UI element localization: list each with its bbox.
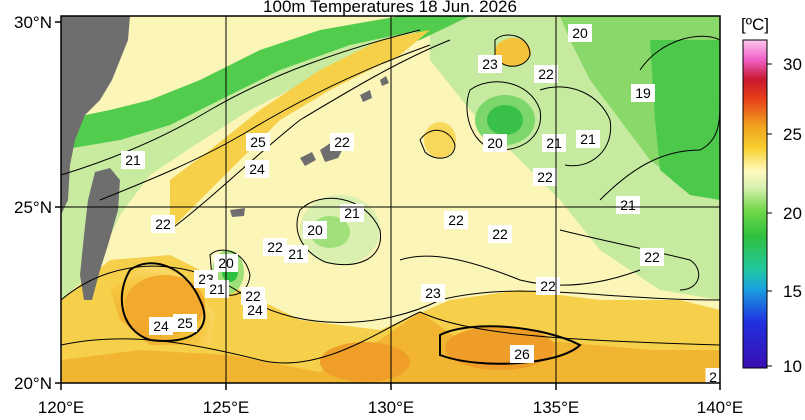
svg-text:24: 24 bbox=[249, 161, 265, 177]
colorbar-tick-15: 15 bbox=[783, 282, 802, 301]
svg-text:23: 23 bbox=[482, 56, 498, 72]
contour-label: 21 bbox=[284, 245, 308, 263]
contour-label: 21 bbox=[205, 280, 229, 298]
contour-label: 23 bbox=[478, 55, 502, 73]
svg-text:21: 21 bbox=[288, 246, 304, 262]
contour-label: 22 bbox=[263, 238, 287, 256]
svg-text:21: 21 bbox=[344, 205, 360, 221]
tick-marks bbox=[55, 21, 721, 390]
svg-text:22: 22 bbox=[538, 66, 554, 82]
map-title: 100m Temperatures 18 Jun. 2026 bbox=[263, 0, 517, 16]
y-tick-20n: 20°N bbox=[14, 374, 52, 393]
contour-label: 22 bbox=[444, 211, 468, 229]
contour-label: 22 bbox=[330, 133, 354, 151]
contour-label: 25 bbox=[173, 314, 197, 332]
contour-label: 21 bbox=[542, 134, 566, 152]
svg-text:21: 21 bbox=[620, 197, 636, 213]
contour-label: 19 bbox=[631, 84, 655, 102]
x-tick-140e: 140°E bbox=[697, 398, 744, 417]
x-tick-120e: 120°E bbox=[38, 398, 85, 417]
svg-text:22: 22 bbox=[537, 169, 553, 185]
svg-text:22: 22 bbox=[334, 134, 350, 150]
china-coast bbox=[61, 16, 130, 215]
contour-label: 22 bbox=[536, 277, 560, 295]
contour-label: 21 bbox=[616, 196, 640, 214]
x-tick-125e: 125°E bbox=[203, 398, 250, 417]
svg-text:20: 20 bbox=[307, 222, 323, 238]
contour-label: 24 bbox=[243, 301, 267, 319]
svg-text:24: 24 bbox=[247, 302, 263, 318]
svg-text:25: 25 bbox=[250, 134, 266, 150]
svg-text:21: 21 bbox=[209, 281, 225, 297]
colorbar: [ºC] 30 25 20 15 10 bbox=[741, 15, 802, 376]
y-tick-25n: 25°N bbox=[14, 198, 52, 217]
taiwan-island bbox=[80, 168, 120, 300]
contour-label: 25 bbox=[246, 133, 270, 151]
svg-text:20: 20 bbox=[487, 135, 503, 151]
svg-text:22: 22 bbox=[155, 216, 171, 232]
svg-text:22: 22 bbox=[492, 226, 508, 242]
x-tick-130e: 130°E bbox=[368, 398, 415, 417]
contour-label: 24 bbox=[245, 160, 269, 178]
colorbar-tick-30: 30 bbox=[783, 55, 802, 74]
contour-label: 23 bbox=[421, 284, 445, 302]
contour-label: 22 bbox=[151, 215, 175, 233]
contour-label: 22 bbox=[241, 287, 265, 305]
x-tick-135e: 135°E bbox=[533, 398, 580, 417]
contour-label: 22 bbox=[534, 65, 558, 83]
contour-label: 20 bbox=[483, 134, 507, 152]
colorbar-unit: [ºC] bbox=[741, 15, 769, 34]
contour-label: 21 bbox=[340, 204, 364, 222]
svg-text:21: 21 bbox=[546, 135, 562, 151]
contour-label: 21 bbox=[576, 130, 600, 148]
y-tick-30n: 30°N bbox=[14, 13, 52, 32]
svg-text:21: 21 bbox=[125, 152, 141, 168]
svg-text:19: 19 bbox=[635, 85, 651, 101]
svg-text:22: 22 bbox=[448, 212, 464, 228]
svg-text:23: 23 bbox=[425, 285, 441, 301]
svg-text:2: 2 bbox=[709, 369, 717, 385]
graticule bbox=[61, 16, 720, 383]
svg-text:22: 22 bbox=[267, 239, 283, 255]
contour-label: 21 bbox=[121, 151, 145, 169]
contour-label: 22 bbox=[533, 168, 557, 186]
contour-lines bbox=[61, 29, 720, 365]
contour-label: 20 bbox=[568, 24, 592, 42]
svg-text:22: 22 bbox=[540, 278, 556, 294]
colorbar-tick-20: 20 bbox=[783, 204, 802, 223]
colorbar-tick-25: 25 bbox=[783, 125, 802, 144]
contour-label: 24 bbox=[149, 317, 173, 335]
contour-label: 22 bbox=[488, 225, 512, 243]
svg-text:21: 21 bbox=[580, 131, 596, 147]
svg-text:22: 22 bbox=[644, 249, 660, 265]
svg-text:25: 25 bbox=[177, 315, 193, 331]
contour-label: 22 bbox=[640, 248, 664, 266]
svg-text:24: 24 bbox=[153, 318, 169, 334]
colorbar-tick-10: 10 bbox=[783, 357, 802, 376]
svg-text:20: 20 bbox=[572, 25, 588, 41]
colorbar-scale bbox=[742, 39, 768, 369]
svg-text:26: 26 bbox=[514, 346, 530, 362]
svg-text:22: 22 bbox=[245, 288, 261, 304]
contour-label: 26 bbox=[510, 345, 534, 363]
contour-label: 20 bbox=[303, 221, 327, 239]
contour-label: 2 bbox=[705, 368, 720, 385]
